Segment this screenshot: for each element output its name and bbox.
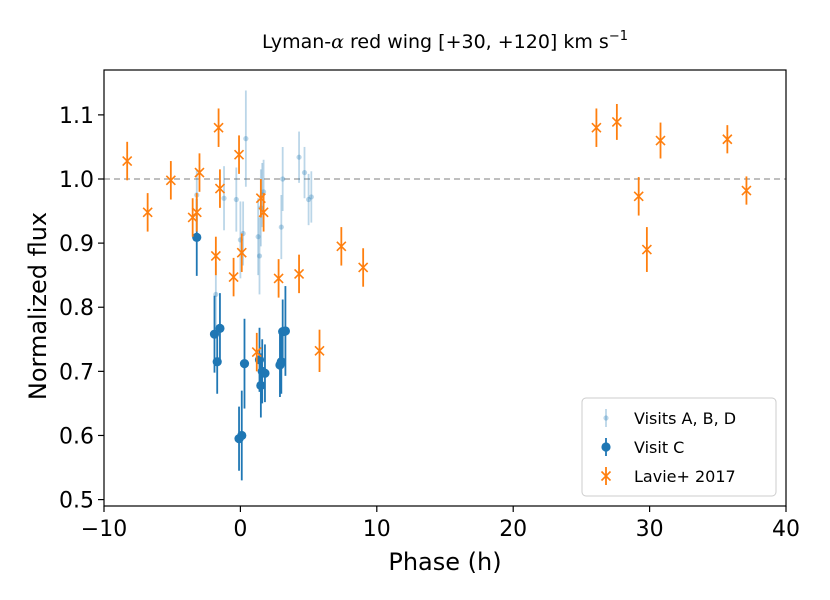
data-point <box>293 268 305 279</box>
chart-title-greek: α <box>331 31 344 53</box>
x-ticks: −10 0 10 20 30 40 <box>81 506 800 542</box>
data-point <box>256 253 263 259</box>
legend-label: Lavie+ 2017 <box>634 467 736 486</box>
data-point <box>258 207 269 218</box>
y-tick-label: 1.0 <box>59 168 94 193</box>
x-tick-label: 30 <box>636 517 664 542</box>
data-point <box>165 175 176 186</box>
data-point <box>210 250 221 262</box>
legend-item: Visits A, B, D <box>603 409 736 428</box>
data-point <box>336 241 347 252</box>
legend-marker <box>601 442 611 452</box>
data-point <box>314 345 325 356</box>
data-point <box>228 272 239 283</box>
data-point <box>280 326 291 336</box>
data-point <box>191 207 202 218</box>
data-point <box>236 247 247 258</box>
data-point <box>296 154 302 160</box>
legend-label: Visit C <box>634 438 684 457</box>
data-point <box>214 183 226 194</box>
data-point <box>213 122 224 133</box>
data-point <box>273 273 284 284</box>
data-point <box>221 195 227 201</box>
data-point <box>611 116 622 128</box>
data-point <box>260 368 270 378</box>
data-point <box>722 134 733 145</box>
series-layer <box>122 90 752 481</box>
data-point <box>301 169 308 176</box>
plot-frame <box>103 69 787 507</box>
x-axis-label: Phase (h) <box>388 548 501 576</box>
y-tick-label: 0.8 <box>59 296 94 321</box>
data-point <box>306 196 312 203</box>
data-point <box>251 347 262 358</box>
y-axis-label: Normalized flux <box>24 212 52 400</box>
data-point <box>308 194 314 200</box>
data-point <box>655 135 666 146</box>
legend-item: Lavie+ 2017 <box>600 467 736 486</box>
chart-title: Lyman-α red wing [+30, +120] km s−1 <box>262 29 628 53</box>
data-point <box>278 224 284 230</box>
y-tick-label: 0.7 <box>59 360 94 385</box>
x-tick-label: −10 <box>81 517 127 542</box>
data-point <box>256 380 266 391</box>
x-tick-label: 10 <box>363 517 391 542</box>
data-point <box>641 244 652 255</box>
legend-box <box>581 397 777 497</box>
y-tick-label: 1.1 <box>59 104 94 129</box>
data-point <box>233 149 245 160</box>
y-tick-label: 0.5 <box>59 489 94 514</box>
data-point <box>215 323 225 333</box>
x-tick-label: 20 <box>499 517 527 542</box>
chart-title-middle: red wing [+30, +120] km s <box>344 31 609 53</box>
series-2 <box>122 103 752 372</box>
legend-marker <box>600 470 612 482</box>
data-point <box>280 176 286 182</box>
data-point <box>194 167 205 178</box>
data-point <box>233 196 239 203</box>
x-tick-label: 0 <box>233 517 247 542</box>
data-point <box>243 136 249 142</box>
series-1 <box>192 198 291 481</box>
data-point <box>192 232 202 242</box>
y-tick-label: 0.6 <box>59 424 94 449</box>
data-point <box>239 359 250 369</box>
y-ticks: 0.5 0.6 0.7 0.8 0.9 1.0 1.1 <box>59 104 104 514</box>
chart-title-superscript: −1 <box>609 29 628 44</box>
legend-label: Visits A, B, D <box>634 409 736 428</box>
data-point <box>237 430 247 441</box>
data-point <box>358 262 369 273</box>
series-0 <box>194 90 314 327</box>
data-point <box>591 122 602 133</box>
legend-item: Visit C <box>601 438 684 457</box>
data-point <box>255 234 261 240</box>
data-point <box>142 207 153 218</box>
legend: Visits A, B, D Visit C Lavie+ 2017 <box>581 397 777 497</box>
data-point <box>122 155 133 167</box>
data-point <box>633 191 644 202</box>
data-point <box>741 185 752 196</box>
data-point <box>276 357 286 367</box>
y-tick-label: 0.9 <box>59 232 94 257</box>
chart-title-prefix: Lyman- <box>262 31 331 53</box>
data-point <box>260 189 267 195</box>
legend-marker <box>603 415 609 421</box>
x-tick-label: 40 <box>772 517 800 542</box>
